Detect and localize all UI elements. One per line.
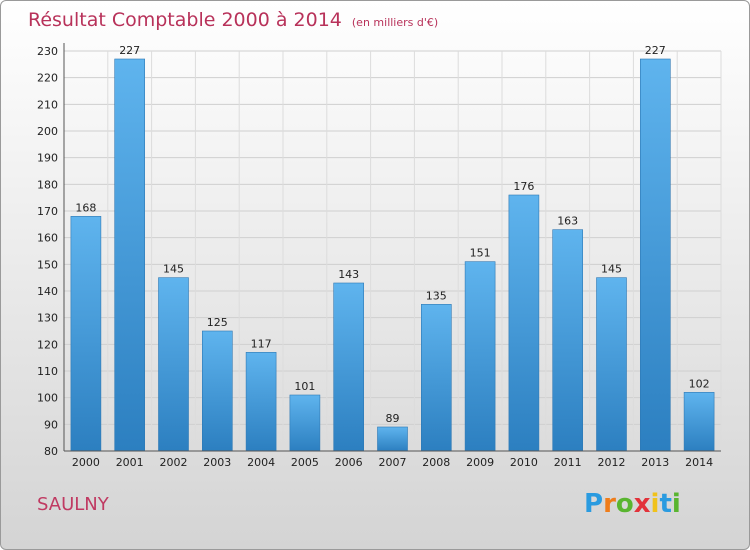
y-tick-label: 210 [37,98,58,111]
data-label-2012: 145 [601,263,622,276]
y-tick-label: 140 [37,285,58,298]
data-label-2008: 135 [426,289,447,302]
x-tick-label-2004: 2004 [247,456,275,469]
data-label-2001: 227 [119,44,140,57]
bar-2008 [420,304,452,452]
data-label-2010: 176 [513,180,534,193]
x-tick-label-2007: 2007 [379,456,407,469]
y-tick-label: 230 [37,45,58,58]
y-tick-label: 130 [37,312,58,325]
y-tick-label: 90 [44,418,58,431]
data-label-2002: 145 [163,263,184,276]
bar-2006 [333,282,365,452]
x-tick-label-2006: 2006 [335,456,363,469]
x-tick-label-2008: 2008 [422,456,450,469]
x-tick-label-2010: 2010 [510,456,538,469]
data-label-2003: 125 [207,316,228,329]
y-tick-label: 190 [37,152,58,165]
y-tick-label: 180 [37,178,58,191]
data-label-2004: 117 [251,337,272,350]
data-label-2000: 168 [75,201,96,214]
x-tick-label-2005: 2005 [291,456,319,469]
bar-2004 [245,352,277,452]
bar-2014 [683,392,715,452]
data-label-2006: 143 [338,268,359,281]
x-tick-label-2001: 2001 [116,456,144,469]
data-label-2014: 102 [689,377,710,390]
data-label-2013: 227 [645,44,666,57]
bar-2007 [377,426,408,452]
x-tick-label-2009: 2009 [466,456,494,469]
x-tick-label-2012: 2012 [598,456,626,469]
bar-2001 [114,58,145,452]
proxiti-logo: Proxiti [584,489,681,519]
y-tick-label: 150 [37,258,58,271]
bar-2002 [158,277,189,452]
x-tick-label-2002: 2002 [160,456,188,469]
data-label-2005: 101 [294,380,315,393]
logo-letter: r [603,489,616,519]
bar-2010 [508,194,540,452]
bar-2011 [552,229,584,452]
y-tick-label: 110 [37,365,58,378]
y-tick-label: 160 [37,232,58,245]
y-tick-label: 120 [37,338,58,351]
y-tick-label: 100 [37,392,58,405]
y-tick-label: 200 [37,125,58,138]
y-tick-label: 80 [44,445,58,458]
logo-letter: i [671,489,681,519]
x-tick-label-2013: 2013 [641,456,669,469]
data-label-2007: 89 [386,412,400,425]
bar-2005 [289,394,321,452]
logo-letter: o [615,489,634,519]
y-tick-label: 220 [37,72,58,85]
data-label-2011: 163 [557,215,578,228]
bar-2003 [202,330,233,452]
chart-subtitle: (en milliers d'€) [351,16,439,29]
x-tick-label-2003: 2003 [203,456,231,469]
bar-2009 [464,261,496,452]
bar-2000 [70,216,102,452]
logo-letter: i [650,489,660,519]
chart-title: Résultat Comptable 2000 à 2014 (en millie… [28,9,439,31]
x-tick-label-2000: 2000 [72,456,100,469]
y-tick-label: 170 [37,205,58,218]
x-tick-label-2011: 2011 [554,456,582,469]
commune-name: SAULNY [37,494,109,515]
logo-letter: x [633,489,651,519]
data-label-2009: 151 [470,247,491,260]
bar-2013 [639,58,671,452]
x-tick-label-2014: 2014 [685,456,713,469]
bar-2012 [596,277,627,452]
logo-letter: t [659,489,672,519]
logo-letter: P [584,489,604,519]
